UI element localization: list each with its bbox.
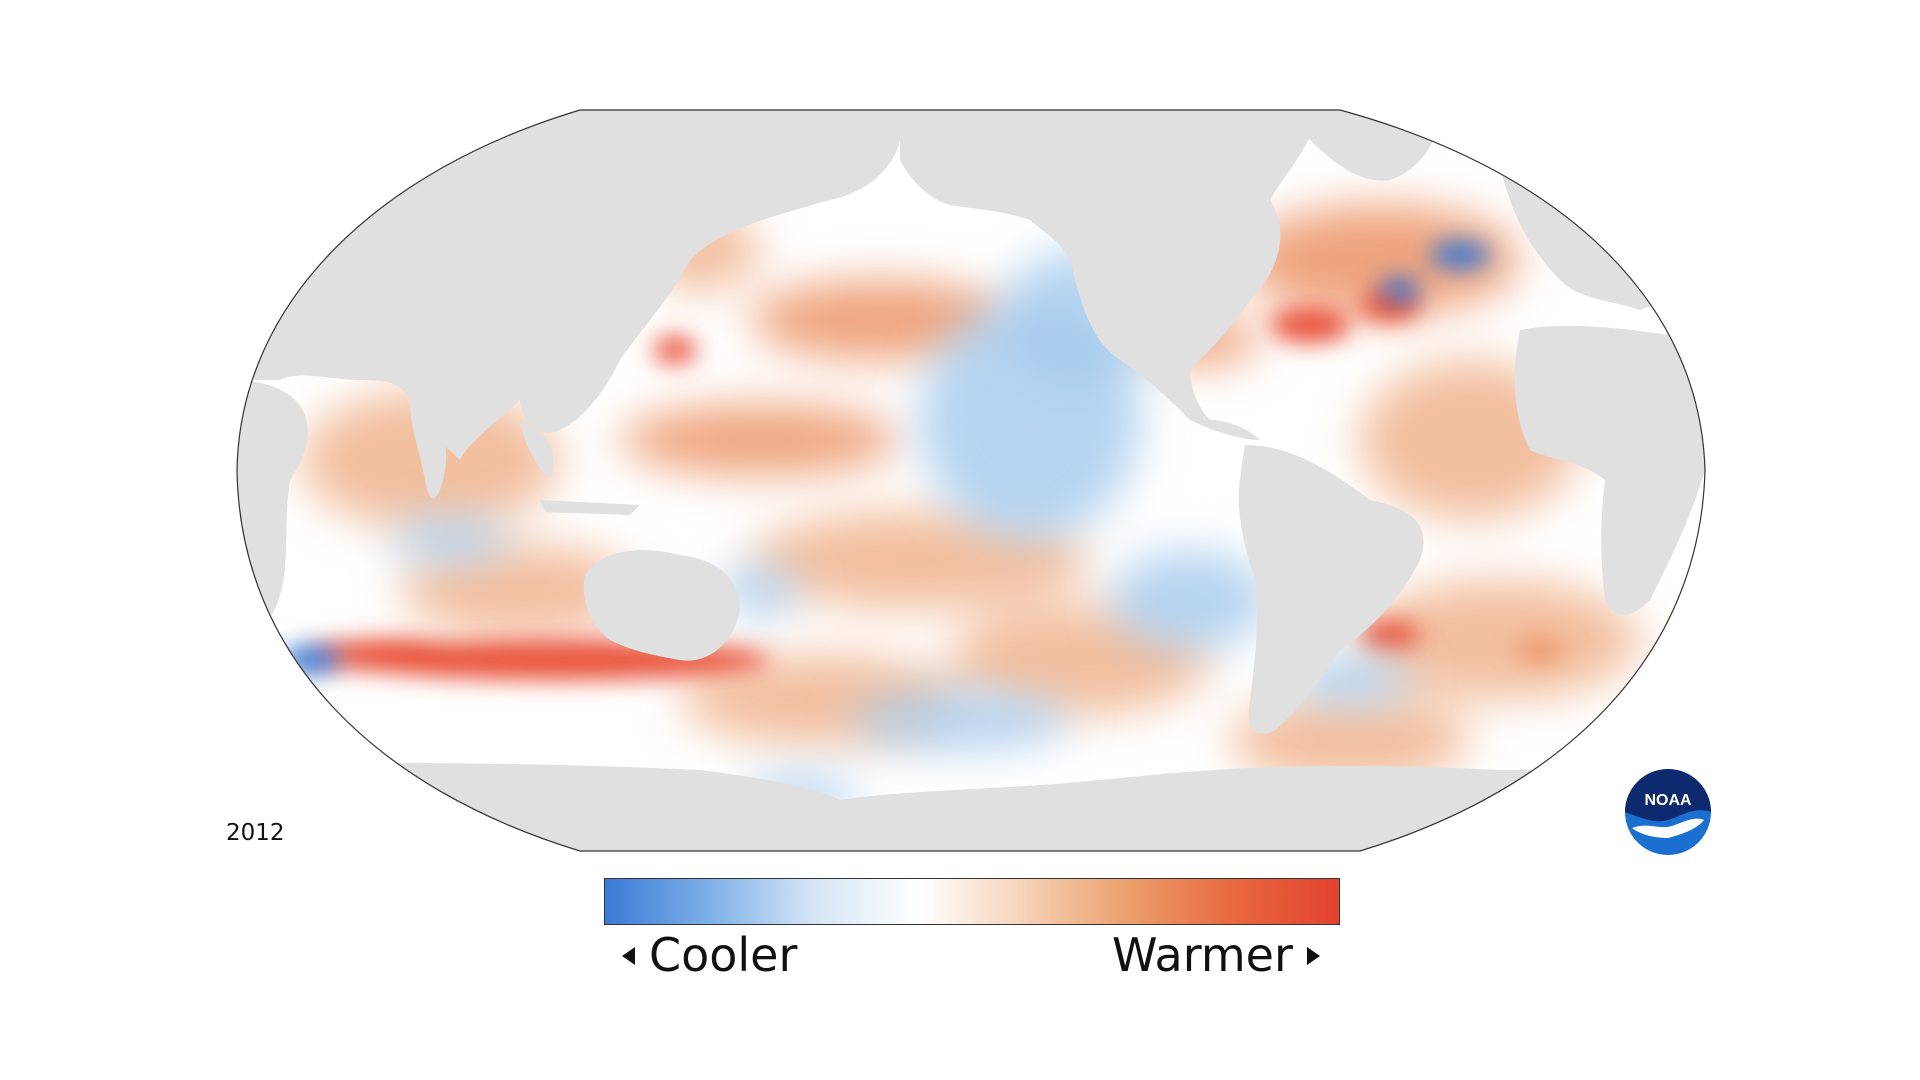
warm-anomaly bbox=[1360, 580, 1640, 700]
cool-anomaly bbox=[850, 690, 1070, 750]
land-southeast-asia bbox=[520, 420, 554, 480]
arrow-left-icon bbox=[622, 946, 635, 965]
cool-anomaly bbox=[390, 518, 510, 562]
warm-anomaly bbox=[750, 280, 1010, 360]
cool-anomaly bbox=[720, 565, 800, 615]
land-australia bbox=[583, 550, 740, 661]
warm-anomaly bbox=[653, 336, 697, 364]
land-north-america bbox=[900, 110, 1320, 440]
warm-anomaly bbox=[1360, 621, 1420, 649]
logo-text: NOAA bbox=[1644, 792, 1692, 809]
noaa-logo-icon: NOAA bbox=[1625, 769, 1711, 855]
land-antarctica bbox=[237, 762, 1705, 851]
globe-outline bbox=[236, 109, 1706, 852]
land-eurasia bbox=[237, 110, 902, 460]
warm-anomaly bbox=[1240, 205, 1520, 315]
warm-anomaly bbox=[1230, 695, 1470, 785]
warm-anomaly bbox=[620, 405, 900, 475]
legend-cooler: Cooler bbox=[622, 928, 797, 983]
warm-anomaly bbox=[310, 639, 470, 671]
cool-anomaly bbox=[1110, 550, 1270, 650]
warm-anomaly bbox=[1515, 638, 1565, 662]
legend-cooler-label: Cooler bbox=[649, 928, 798, 982]
land-india bbox=[410, 400, 447, 499]
year-label: 2012 bbox=[226, 820, 285, 846]
legend-warmer-label: Warmer bbox=[1112, 928, 1293, 982]
cool-anomaly bbox=[1380, 278, 1420, 302]
warm-anomaly bbox=[1270, 307, 1350, 343]
legend-warmer: Warmer bbox=[1112, 928, 1320, 983]
land-south-america bbox=[1238, 445, 1424, 734]
arrow-right-icon bbox=[1306, 946, 1320, 965]
land-africa-east bbox=[1514, 325, 1705, 615]
legend-colorbar bbox=[604, 878, 1340, 925]
warm-anomaly bbox=[400, 545, 640, 635]
land-layer bbox=[237, 110, 1705, 851]
cool-anomaly bbox=[1430, 241, 1490, 269]
land-indonesia bbox=[540, 500, 640, 515]
